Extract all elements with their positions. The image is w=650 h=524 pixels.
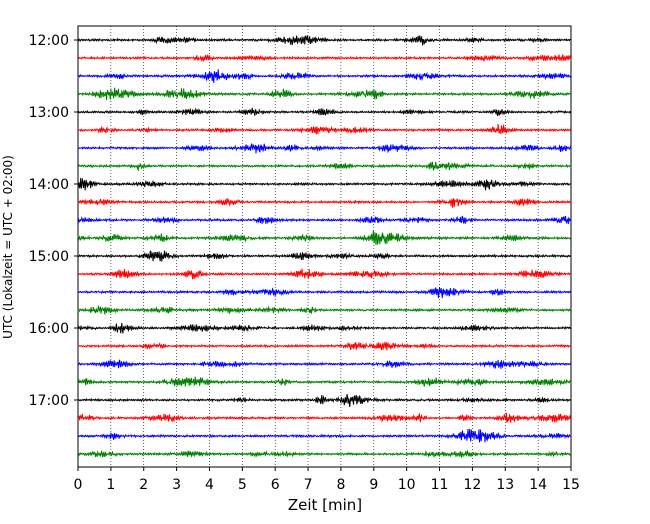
y-axis-label: UTC (Lokalzeit = UTC + 02:00) [1, 155, 15, 339]
x-tick-label-12: 12 [463, 477, 481, 493]
y-tick-label-15:00: 15:00 [29, 249, 69, 265]
trace-0 [77, 35, 572, 46]
x-tick-label-8: 8 [336, 477, 345, 493]
y-tick-label-16:00: 16:00 [29, 321, 69, 337]
trace-7 [78, 161, 572, 172]
plot-frame [77, 25, 572, 468]
trace-20 [77, 394, 572, 408]
x-tick-label-14: 14 [529, 477, 547, 493]
x-tick-label-2: 2 [139, 477, 148, 493]
trace-1 [77, 53, 572, 63]
trace-13 [77, 268, 572, 280]
x-tick-label-6: 6 [271, 477, 280, 493]
x-tick-label-4: 4 [205, 477, 214, 493]
trace-21 [77, 412, 572, 424]
trace-22 [77, 428, 572, 443]
x-tick-label-10: 10 [398, 477, 416, 493]
trace-15 [77, 304, 572, 315]
trace-9 [77, 198, 572, 208]
trace-5 [77, 124, 572, 135]
trace-14 [77, 287, 572, 299]
x-axis-label: Zeit [min] [288, 496, 362, 514]
trace-16 [77, 323, 572, 334]
trace-8 [77, 177, 572, 191]
x-tick-label-7: 7 [304, 477, 313, 493]
x-axis: 0 1 2 3 4 5 6 7 8 9 10 11 12 13 14 15 [74, 467, 580, 493]
y-tick-label-12:00: 12:00 [29, 33, 69, 49]
x-tick-label-0: 0 [74, 477, 83, 493]
y-axis: 12:00 13:00 14:00 15:00 16:00 17:00 [29, 33, 78, 409]
x-tick-label-11: 11 [431, 477, 449, 493]
traces [77, 35, 572, 459]
plot-area [77, 25, 572, 468]
trace-6 [77, 143, 572, 154]
trace-23 [77, 449, 572, 459]
y-tick-label-17:00: 17:00 [29, 393, 69, 409]
trace-3 [77, 87, 572, 101]
x-tick-label-9: 9 [369, 477, 378, 493]
x-tick-label-15: 15 [562, 477, 580, 493]
trace-10 [77, 215, 572, 225]
x-tick-label-3: 3 [172, 477, 181, 493]
trace-4 [77, 107, 572, 116]
y-tick-label-13:00: 13:00 [29, 105, 69, 121]
trace-19 [77, 376, 572, 387]
trace-12 [77, 250, 572, 262]
x-tick-label-13: 13 [496, 477, 514, 493]
trace-11 [77, 230, 571, 246]
trace-18 [77, 359, 572, 369]
y-tick-label-14:00: 14:00 [29, 177, 69, 193]
x-tick-label-5: 5 [238, 477, 247, 493]
x-tick-label-1: 1 [106, 477, 115, 493]
trace-2 [77, 69, 572, 83]
trace-17 [77, 341, 572, 351]
